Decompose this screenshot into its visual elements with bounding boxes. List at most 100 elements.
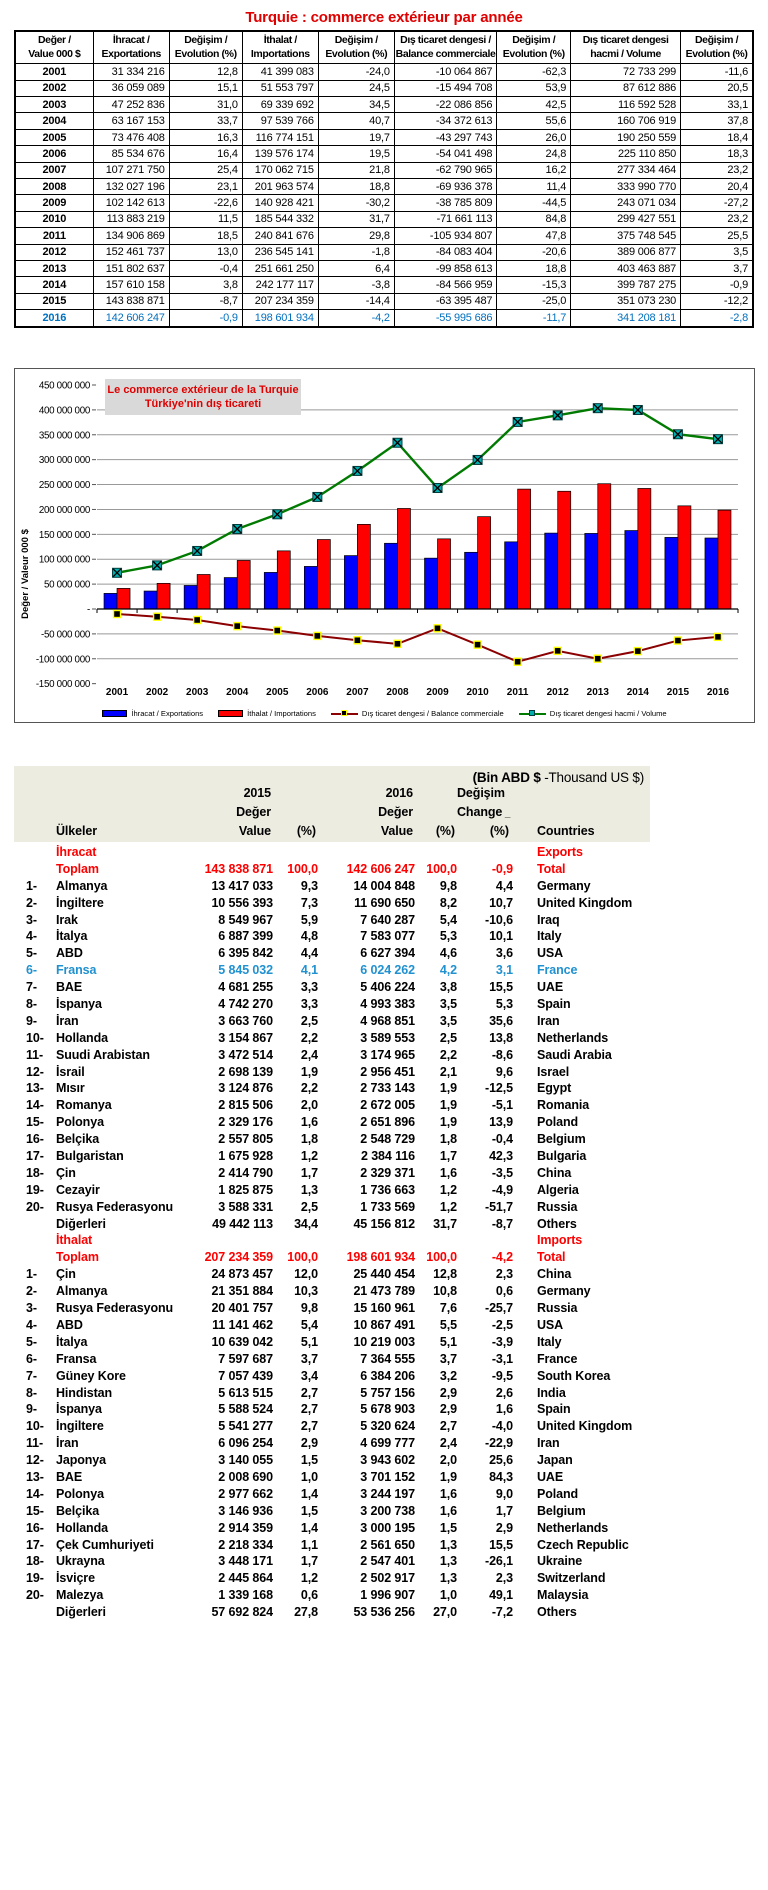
value-cell bbox=[513, 1300, 537, 1317]
y-tick-label: 450 000 000 bbox=[39, 381, 91, 392]
value-cell: 6,4 bbox=[317, 259, 395, 278]
country-name-cell: Fransa bbox=[56, 1351, 97, 1366]
country-name-cell: Toplam bbox=[56, 861, 99, 876]
value-cell: 1,5 bbox=[300, 1453, 318, 1468]
country-header-row: Değer Değer Change _ bbox=[14, 803, 754, 822]
yearly-header-cell: Değişim / Evolution (%) bbox=[317, 30, 395, 65]
value-cell: 53 536 256 bbox=[353, 1605, 415, 1620]
value-cell: 1,9 bbox=[439, 1098, 457, 1113]
country-name-cell: İsrail bbox=[56, 1064, 85, 1079]
rank-cell: 1- bbox=[26, 878, 37, 893]
legend-marker bbox=[340, 709, 347, 716]
value-cell bbox=[14, 878, 26, 895]
value-cell: 2 548 729 bbox=[360, 1132, 415, 1147]
value-cell: 1,2 bbox=[439, 1199, 457, 1214]
value-cell bbox=[14, 1300, 26, 1317]
value-cell: -11,7 bbox=[496, 309, 572, 328]
value-cell bbox=[14, 895, 26, 912]
year-cell: 2008 bbox=[14, 178, 94, 196]
rank-cell: 17- bbox=[26, 1149, 44, 1164]
yearly-row: 2004 63 167 153 33,7 97 539 766 40,7 -34 372 … bbox=[14, 112, 754, 130]
country-header-cell bbox=[56, 803, 184, 823]
import-bar bbox=[677, 505, 692, 610]
value-cell bbox=[14, 1587, 26, 1604]
export-bar bbox=[704, 537, 719, 610]
yearly-header-cell: Dış ticaret dengesi / Balance commerciale bbox=[393, 30, 498, 65]
value-cell bbox=[513, 895, 537, 912]
value-cell: 2,5 bbox=[300, 1199, 318, 1214]
bars-imports bbox=[116, 483, 732, 610]
year-label: 2007 bbox=[346, 687, 369, 698]
yearly-row: 2010 113 883 219 11,5 185 544 332 31,7 -71 66… bbox=[14, 210, 754, 229]
country-row: 3- Irak 8 549 967 5,9 7 640 287 5,4 -10,6 Iraq bbox=[14, 912, 754, 929]
value-cell: 47,8 bbox=[496, 227, 572, 245]
value-cell bbox=[14, 1435, 26, 1452]
import-bar bbox=[357, 523, 371, 610]
year-cell: 2012 bbox=[14, 243, 94, 261]
value-cell bbox=[513, 878, 537, 895]
value-cell: 3 154 867 bbox=[218, 1030, 273, 1045]
value-cell: 140 928 421 bbox=[241, 194, 319, 212]
country-name-cell: ABD bbox=[56, 1317, 83, 1332]
value-cell: 18,3 bbox=[680, 145, 754, 163]
header-line-2: Evolution (%) bbox=[685, 47, 748, 60]
value-cell: 1,7 bbox=[300, 1165, 318, 1180]
import-bar bbox=[477, 516, 491, 610]
value-cell: 142 606 247 bbox=[346, 861, 416, 876]
value-cell: 2 561 650 bbox=[360, 1537, 415, 1552]
value-cell: 25,5 bbox=[680, 227, 754, 245]
balance-marker bbox=[553, 646, 562, 656]
volume-marker bbox=[592, 403, 603, 414]
header-line-1: Dış ticaret dengesi / bbox=[400, 34, 491, 46]
country-en-cell: Spain bbox=[537, 1402, 571, 1417]
value-cell: -25,0 bbox=[496, 292, 572, 311]
header-line-1: Değişim / bbox=[695, 34, 739, 46]
value-cell bbox=[513, 1553, 537, 1570]
import-bar bbox=[517, 488, 532, 610]
country-en-cell: Others bbox=[537, 1216, 577, 1231]
value-cell: -22,6 bbox=[168, 194, 243, 212]
value-cell: 5,1 bbox=[439, 1334, 457, 1349]
value-cell: 5 406 224 bbox=[360, 980, 415, 995]
rank-cell: 20- bbox=[26, 1199, 44, 1214]
country-row: 7- Güney Kore 7 057 439 3,4 6 384 206 3,2 -9,5… bbox=[14, 1368, 754, 1385]
value-cell: 25,6 bbox=[489, 1453, 513, 1468]
value-cell: 13 417 033 bbox=[211, 878, 273, 893]
value-cell: 5,1 bbox=[300, 1334, 318, 1349]
value-cell: 102 142 613 bbox=[92, 194, 170, 212]
value-cell: 1,5 bbox=[439, 1520, 457, 1535]
country-en-cell: Others bbox=[537, 1605, 577, 1620]
balance-marker bbox=[433, 624, 442, 633]
rank-cell bbox=[26, 1232, 56, 1249]
value-cell: 4,2 bbox=[439, 963, 457, 978]
value-cell bbox=[513, 1232, 537, 1249]
value-cell: 139 576 174 bbox=[241, 145, 319, 163]
country-name-cell: Polonya bbox=[56, 1486, 104, 1501]
volume-marker bbox=[152, 560, 163, 571]
value-cell bbox=[513, 1182, 537, 1199]
legend-swatch bbox=[102, 710, 128, 717]
value-cell: 3,3 bbox=[300, 997, 318, 1012]
trade-chart-svg: 450 000 000 400 000 000 350 000 000 300 000… bbox=[20, 379, 739, 698]
value-cell: 34,4 bbox=[294, 1216, 318, 1231]
value-cell: -14,4 bbox=[317, 292, 395, 311]
country-en-cell: India bbox=[537, 1385, 566, 1400]
header-line-1: Dış ticaret dengesi bbox=[582, 34, 669, 46]
value-cell bbox=[14, 1199, 26, 1216]
others-row: Diğerleri 49 442 113 34,4 45 156 812 31,7 -8,… bbox=[14, 1216, 754, 1233]
value-cell bbox=[513, 1030, 537, 1047]
rank-cell bbox=[26, 844, 56, 861]
value-cell: 3,6 bbox=[495, 946, 513, 961]
country-name-cell: Diğerleri bbox=[56, 1605, 106, 1620]
value-cell: 341 208 181 bbox=[570, 309, 682, 328]
value-cell: 10 867 491 bbox=[353, 1317, 415, 1332]
value-cell: 13,0 bbox=[168, 243, 243, 261]
value-cell: 6 096 254 bbox=[218, 1436, 273, 1451]
country-name-cell: İran bbox=[56, 1436, 79, 1451]
country-row: 17- Bulgaristan 1 675 928 1,2 2 384 116 1,7 42… bbox=[14, 1148, 754, 1165]
import-bar bbox=[196, 574, 211, 610]
rank-cell: 14- bbox=[26, 1486, 44, 1501]
export-bar bbox=[263, 572, 278, 610]
country-header-cell bbox=[513, 784, 537, 803]
volume-marker bbox=[272, 509, 283, 520]
